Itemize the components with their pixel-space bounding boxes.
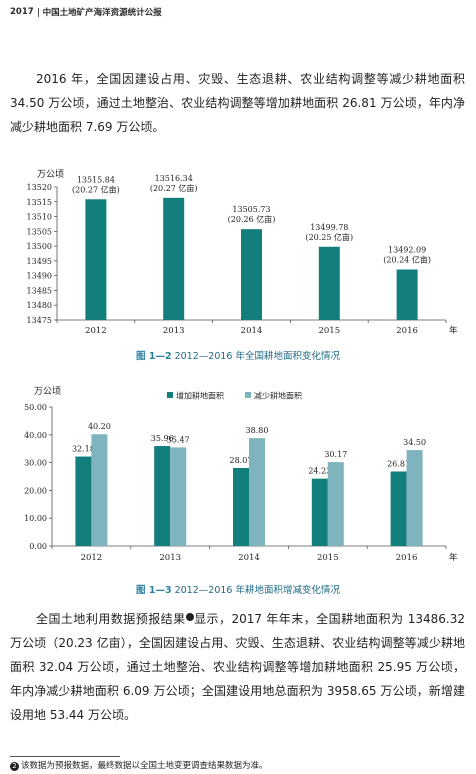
y-tick-label: 13495 xyxy=(27,257,52,266)
x-tick-label: 2014 xyxy=(241,326,263,336)
y-tick-label: 40.00 xyxy=(24,431,47,440)
bar xyxy=(233,467,249,546)
y-tick-label: 13490 xyxy=(27,272,52,281)
header-year: 2017 xyxy=(10,7,34,17)
bar xyxy=(75,456,92,546)
x-axis-unit: 年 xyxy=(449,552,458,563)
footnote-divider xyxy=(10,756,120,757)
body-paragraph-1: 2016 年，全国因建设占用、灾毁、生态退耕、农业结构调整等减少耕地面积 34.… xyxy=(10,72,465,134)
figure-1-number: 图 1—2 xyxy=(136,351,172,362)
x-tick-label: 2015 xyxy=(318,326,340,336)
y-tick-label: 13475 xyxy=(27,316,52,325)
data-label: 34.50 xyxy=(403,438,426,447)
figure-1-caption: 图 1—2 2012—2016 年全国耕地面积变化情况 xyxy=(0,348,476,362)
footnote-marker: 2 xyxy=(10,762,19,771)
bar xyxy=(390,471,407,546)
y-tick-label: 30.00 xyxy=(24,459,47,468)
y-tick-label: 13500 xyxy=(27,242,52,251)
y-tick-label: 20.00 xyxy=(24,486,47,495)
y-tick-label: 13510 xyxy=(27,213,52,222)
x-tick-label: 2015 xyxy=(317,553,339,563)
y-axis-label: 万公顷 xyxy=(34,386,61,397)
bar xyxy=(318,246,340,320)
body-paragraph-2: 全国土地利用数据预报结果 2显示，2017 年年末，全国耕地面积为 13486.3… xyxy=(10,607,465,727)
paragraph-2-body: 显示，2017 年年末，全国耕地面积为 13486.32 万公顷（20.23 亿… xyxy=(10,612,465,722)
legend-label: 减少耕地面积 xyxy=(254,391,302,401)
data-label: 13492.09 xyxy=(388,245,426,254)
data-sublabel: (20.24 亿亩) xyxy=(383,254,431,264)
header-divider xyxy=(37,7,39,17)
y-tick-label: 13515 xyxy=(27,198,52,207)
figure-2-title: 2012—2016 年耕地面积增减变化情况 xyxy=(174,585,340,596)
data-sublabel: (20.27 亿亩) xyxy=(150,183,198,193)
data-label: 35.96 xyxy=(151,434,174,443)
footnote: 2 该数据为预报数据，最终数据以全国土地变更调查结果数据为准。 xyxy=(10,759,268,771)
paragraph-2-lead: 全国土地利用数据预报结果 xyxy=(36,612,186,626)
data-label: 28.07 xyxy=(230,456,253,465)
bar xyxy=(327,462,344,546)
legend-label: 增加耕地面积 xyxy=(176,391,224,401)
bar xyxy=(249,438,265,546)
data-label: 24.23 xyxy=(308,467,331,476)
footnote-text: 该数据为预报数据，最终数据以全国土地变更调查结果数据为准。 xyxy=(21,761,268,771)
y-tick-label: 50.00 xyxy=(24,403,47,412)
y-tick-label: 13520 xyxy=(27,183,52,192)
data-sublabel: (20.25 亿亩) xyxy=(305,232,353,242)
bar xyxy=(154,446,171,546)
data-label: 30.17 xyxy=(324,450,347,459)
x-tick-label: 2012 xyxy=(85,326,107,336)
y-tick-label: 13505 xyxy=(27,227,52,236)
x-tick-label: 2014 xyxy=(238,553,260,563)
bar xyxy=(406,450,423,546)
legend-swatch xyxy=(167,392,173,398)
x-axis-unit: 年 xyxy=(449,325,458,336)
x-tick-label: 2013 xyxy=(159,553,181,563)
data-label: 32.18 xyxy=(72,445,95,454)
cultivated-land-area-chart: 万公顷 13520 13515 13510 13505 13500 13495 13490 13… xyxy=(27,169,458,336)
data-label: 13516.34 xyxy=(155,174,193,183)
bar xyxy=(311,478,328,546)
data-label: 13499.78 xyxy=(310,223,348,232)
bar xyxy=(396,269,418,320)
y-tick-label: 13485 xyxy=(27,286,52,295)
data-label: 38.80 xyxy=(246,426,269,435)
bar xyxy=(163,197,185,320)
running-header: 2017 中国土地矿产海洋资源统计公报 xyxy=(10,5,162,19)
y-tick-label: 0.00 xyxy=(29,542,47,551)
header-title: 中国土地矿产海洋资源统计公报 xyxy=(42,8,162,18)
y-axis-label: 万公顷 xyxy=(37,169,64,180)
figure-2-caption: 图 1—3 2012—2016 年耕地面积增减变化情况 xyxy=(0,582,476,596)
figure-2-number: 图 1—3 xyxy=(136,585,172,596)
x-tick-label: 2016 xyxy=(396,326,418,336)
bar xyxy=(241,229,262,320)
data-label: 13505.73 xyxy=(232,205,270,214)
legend-swatch xyxy=(245,392,251,398)
y-tick-label: 10.00 xyxy=(24,514,47,523)
x-tick-label: 2016 xyxy=(396,553,418,563)
data-sublabel: (20.26 亿亩) xyxy=(228,214,276,224)
land-change-chart: 万公顷 增加耕地面积 减少耕地面积 50.00 40.00 30.00 20.00 10.00… xyxy=(24,386,458,563)
x-tick-label: 2012 xyxy=(81,553,103,563)
data-sublabel: (20.27 亿亩) xyxy=(72,184,120,194)
footnote-reference: 2 xyxy=(185,613,215,621)
data-label: 13515.84 xyxy=(77,175,115,184)
bar xyxy=(85,199,107,320)
bar xyxy=(91,434,108,546)
data-label: 26.81 xyxy=(387,459,410,468)
data-label: 35.47 xyxy=(167,435,190,444)
y-tick-label: 13480 xyxy=(27,301,52,310)
x-tick-label: 2013 xyxy=(163,326,185,336)
data-label: 40.20 xyxy=(88,422,111,431)
figure-1-title: 2012—2016 年全国耕地面积变化情况 xyxy=(174,351,340,362)
bar xyxy=(170,447,187,546)
